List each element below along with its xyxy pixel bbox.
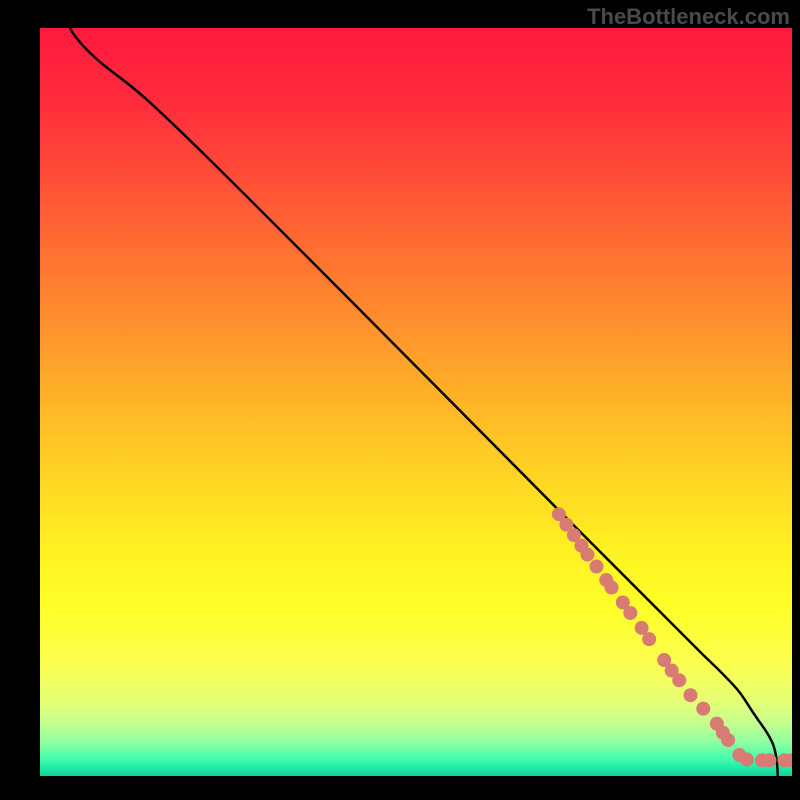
data-marker <box>762 753 776 767</box>
data-marker <box>605 581 619 595</box>
data-marker <box>696 702 710 716</box>
data-marker <box>672 673 686 687</box>
watermark-label: TheBottleneck.com <box>587 4 790 30</box>
chart-container: TheBottleneck.com <box>0 0 800 800</box>
data-marker <box>683 688 697 702</box>
data-marker <box>589 560 603 574</box>
data-marker <box>580 548 594 562</box>
data-marker <box>642 632 656 646</box>
plot-area <box>40 28 792 776</box>
data-marker <box>721 733 735 747</box>
data-marker <box>623 606 637 620</box>
data-marker <box>740 753 754 767</box>
curve-layer <box>40 28 792 776</box>
